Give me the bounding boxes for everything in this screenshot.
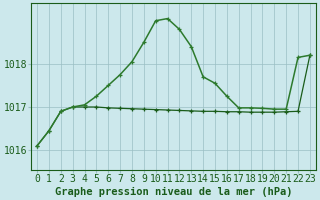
X-axis label: Graphe pression niveau de la mer (hPa): Graphe pression niveau de la mer (hPa): [55, 186, 292, 197]
